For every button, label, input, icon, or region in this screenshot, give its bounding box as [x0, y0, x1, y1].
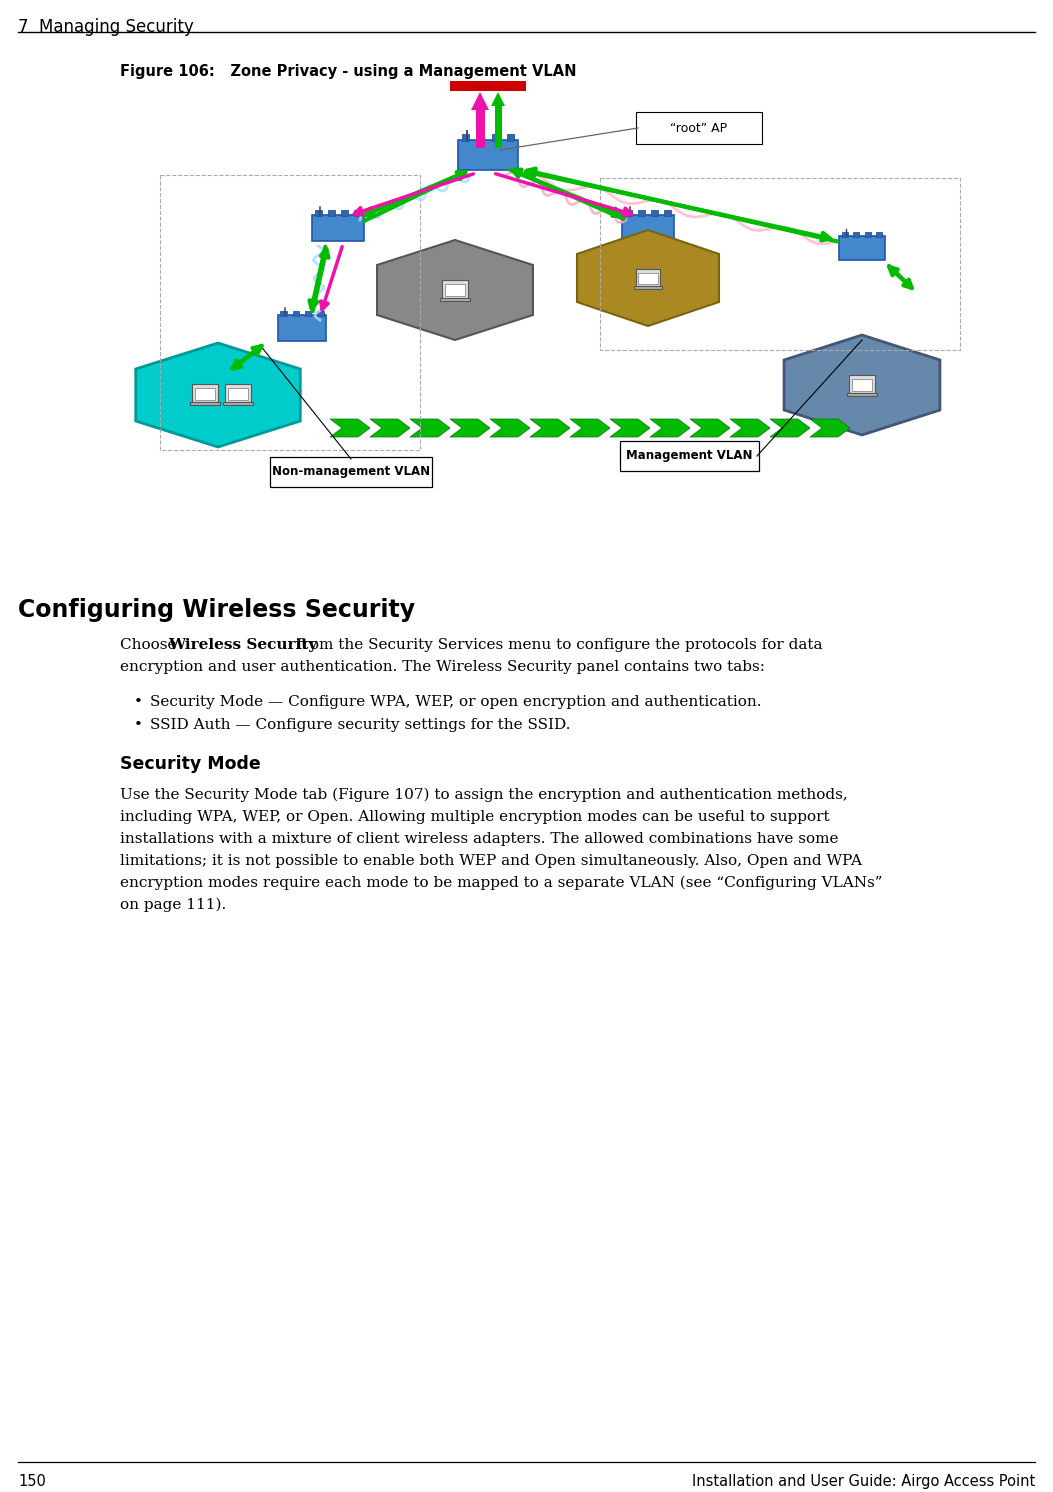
Text: Wireless Security: Wireless Security: [168, 639, 317, 652]
FancyBboxPatch shape: [839, 236, 885, 260]
Bar: [195, 388, 216, 400]
Bar: [664, 210, 671, 216]
Polygon shape: [410, 419, 450, 437]
Text: Non-management VLAN: Non-management VLAN: [272, 466, 430, 479]
Bar: [450, 81, 526, 91]
FancyBboxPatch shape: [849, 374, 875, 392]
FancyBboxPatch shape: [636, 112, 762, 145]
FancyBboxPatch shape: [223, 401, 253, 406]
Text: Security Mode — Configure WPA, WEP, or open encryption and authentication.: Security Mode — Configure WPA, WEP, or o…: [150, 695, 761, 709]
Polygon shape: [450, 419, 490, 437]
Bar: [638, 273, 658, 283]
Polygon shape: [330, 419, 370, 437]
Text: Use the Security Mode tab (Figure 107) to assign the encryption and authenticati: Use the Security Mode tab (Figure 107) t…: [120, 788, 848, 803]
Bar: [651, 210, 658, 216]
Bar: [305, 310, 312, 316]
Text: Choose: Choose: [120, 639, 181, 652]
Text: Management VLAN: Management VLAN: [627, 449, 753, 463]
FancyBboxPatch shape: [622, 215, 674, 242]
Text: Configuring Wireless Security: Configuring Wireless Security: [18, 598, 415, 622]
Bar: [341, 210, 347, 216]
Bar: [841, 231, 848, 237]
FancyBboxPatch shape: [270, 457, 432, 486]
Text: limitations; it is not possible to enable both WEP and Open simultaneously. Also: limitations; it is not possible to enabl…: [120, 853, 862, 868]
Bar: [315, 210, 322, 216]
FancyBboxPatch shape: [847, 392, 877, 397]
FancyBboxPatch shape: [636, 269, 660, 286]
Text: encryption and user authentication. The Wireless Security panel contains two tab: encryption and user authentication. The …: [120, 659, 764, 674]
Bar: [625, 210, 632, 216]
Polygon shape: [610, 419, 650, 437]
Polygon shape: [730, 419, 770, 437]
Bar: [280, 310, 286, 316]
Polygon shape: [370, 419, 410, 437]
Bar: [638, 210, 644, 216]
Bar: [506, 134, 515, 140]
Polygon shape: [690, 419, 730, 437]
Text: •: •: [134, 695, 143, 709]
FancyBboxPatch shape: [190, 401, 220, 406]
Text: including WPA, WEP, or Open. Allowing multiple encryption modes can be useful to: including WPA, WEP, or Open. Allowing mu…: [120, 810, 830, 824]
Bar: [227, 388, 249, 400]
Text: from the Security Services menu to configure the protocols for data: from the Security Services menu to confi…: [292, 639, 822, 652]
Polygon shape: [136, 343, 300, 448]
FancyBboxPatch shape: [620, 442, 759, 471]
FancyBboxPatch shape: [313, 215, 363, 242]
Bar: [865, 231, 871, 237]
Polygon shape: [476, 110, 484, 148]
Text: •: •: [134, 718, 143, 733]
Text: Figure 106:: Figure 106:: [120, 64, 215, 79]
Text: installations with a mixture of client wireless adapters. The allowed combinatio: installations with a mixture of client w…: [120, 833, 838, 846]
Text: 150: 150: [18, 1474, 46, 1489]
Text: encryption modes require each mode to be mapped to a separate VLAN (see “Configu: encryption modes require each mode to be…: [120, 876, 882, 891]
Text: Security Mode: Security Mode: [120, 755, 261, 773]
Bar: [444, 283, 465, 295]
Bar: [317, 310, 323, 316]
FancyBboxPatch shape: [458, 140, 518, 170]
FancyBboxPatch shape: [192, 383, 218, 401]
Polygon shape: [784, 336, 940, 436]
Polygon shape: [495, 106, 501, 148]
Polygon shape: [490, 419, 530, 437]
Polygon shape: [471, 93, 489, 110]
FancyBboxPatch shape: [442, 280, 468, 298]
Polygon shape: [650, 419, 690, 437]
Bar: [477, 134, 484, 140]
Polygon shape: [491, 93, 505, 106]
Bar: [461, 134, 470, 140]
Text: 7  Managing Security: 7 Managing Security: [18, 18, 194, 36]
Bar: [853, 231, 859, 237]
Text: “root” AP: “root” AP: [671, 121, 728, 134]
Polygon shape: [377, 240, 533, 340]
Text: on page 111).: on page 111).: [120, 898, 226, 913]
FancyBboxPatch shape: [634, 285, 661, 289]
Bar: [852, 379, 872, 391]
Bar: [354, 210, 361, 216]
FancyBboxPatch shape: [440, 297, 470, 301]
Polygon shape: [770, 419, 810, 437]
FancyBboxPatch shape: [225, 383, 251, 401]
Bar: [876, 231, 882, 237]
Polygon shape: [810, 419, 850, 437]
Bar: [329, 210, 335, 216]
Text: Zone Privacy - using a Management VLAN: Zone Privacy - using a Management VLAN: [210, 64, 576, 79]
FancyBboxPatch shape: [278, 315, 326, 340]
Bar: [492, 134, 499, 140]
Polygon shape: [570, 419, 610, 437]
Bar: [293, 310, 299, 316]
Text: Installation and User Guide: Airgo Access Point: Installation and User Guide: Airgo Acces…: [692, 1474, 1035, 1489]
Polygon shape: [577, 230, 719, 325]
Text: SSID Auth — Configure security settings for the SSID.: SSID Auth — Configure security settings …: [150, 718, 571, 733]
Polygon shape: [530, 419, 570, 437]
